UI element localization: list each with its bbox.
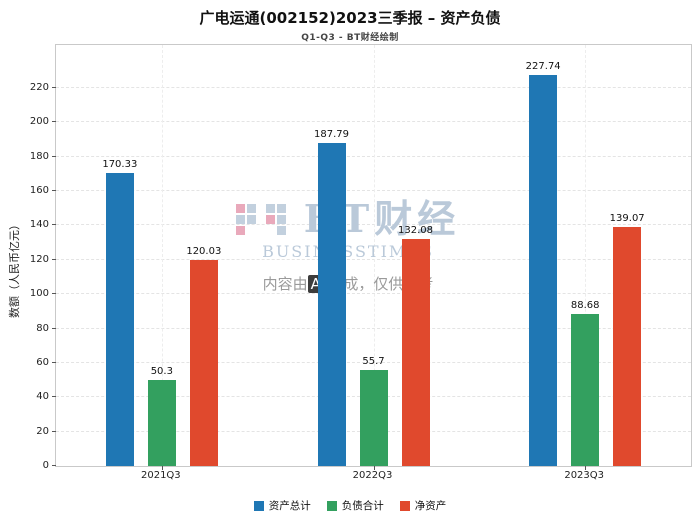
bar-value-label: 227.74 (525, 60, 561, 72)
legend-item: 资产总计 (253, 498, 311, 513)
y-tick-label: 120 (29, 253, 49, 265)
y-tick-label: 140 (29, 219, 49, 231)
legend-label: 负债合计 (341, 500, 384, 512)
legend-item: 负债合计 (326, 498, 384, 513)
y-tick-mark (52, 430, 56, 432)
y-tick-label: 60 (36, 356, 49, 368)
y-tick-label: 200 (29, 116, 49, 128)
legend-item: 净资产 (399, 498, 447, 513)
y-tick-mark (52, 396, 56, 398)
bar-负债合计: 55.7 (359, 356, 388, 466)
y-tick-mark (52, 155, 56, 157)
y-tick-label: 0 (42, 460, 49, 471)
bar-value-label: 120.03 (186, 245, 222, 257)
legend-label: 净资产 (414, 500, 447, 512)
y-tick-mark (52, 258, 56, 260)
y-tick-label: 40 (36, 391, 49, 403)
x-tick-label: 2023Q3 (564, 470, 605, 481)
bar-净资产: 139.07 (610, 213, 645, 466)
x-tick-mark (585, 466, 587, 470)
legend-label: 资产总计 (268, 500, 311, 512)
bar-负债合计: 50.3 (147, 366, 176, 466)
legend-swatch (326, 500, 337, 511)
y-tick-label: 80 (36, 322, 49, 334)
x-tick-label: 2022Q3 (352, 470, 393, 481)
bar-group: 187.79 55.7 132.08 (268, 45, 480, 466)
bar-资产总计: 227.74 (526, 61, 561, 466)
y-tick-mark (52, 190, 56, 192)
bar-资产总计: 170.33 (102, 159, 137, 466)
legend-swatch (399, 500, 410, 511)
chart-title: 广电运通(002152)2023三季报 – 资产负债 (199, 9, 501, 27)
y-axis-label: 数额（人民币亿元） (8, 219, 21, 318)
gridline-vertical (161, 45, 163, 466)
bar-value-label: 170.33 (102, 159, 138, 171)
y-tick-label: 20 (36, 425, 49, 437)
bar-value-label: 132.08 (398, 225, 433, 237)
bar-group: 170.33 50.3 120.03 (56, 45, 268, 466)
y-tick-label: 100 (29, 288, 49, 300)
y-tick-mark (52, 293, 56, 295)
y-tick-mark (52, 224, 56, 226)
gridline-vertical (585, 45, 587, 466)
y-tick-mark (52, 465, 56, 466)
y-tick-label: 180 (29, 150, 49, 162)
bar-value-label: 139.07 (609, 213, 645, 225)
y-tick-label: 160 (29, 185, 49, 197)
x-axis-tick-labels: 2021Q3 2022Q3 2023Q3 (55, 470, 690, 481)
bar-净资产: 120.03 (186, 246, 221, 466)
x-tick-mark (373, 466, 375, 470)
x-tick-mark (161, 466, 163, 470)
bar-净资产: 132.08 (398, 225, 433, 466)
legend: 资产总计 负债合计 净资产 (0, 498, 700, 513)
bar-groups: 170.33 50.3 120.03 187.79 55.7 132.08 227.74 88… (56, 45, 691, 466)
y-tick-mark (52, 86, 56, 88)
y-tick-label: 220 (29, 81, 49, 93)
y-tick-mark (52, 121, 56, 123)
bar-资产总计: 187.79 (314, 129, 349, 466)
gridline-vertical (373, 45, 375, 466)
bar-value-label: 50.3 (150, 365, 173, 377)
bar-负债合计: 88.68 (571, 300, 599, 466)
y-tick-mark (52, 327, 56, 329)
bar-group: 227.74 88.68 139.07 (479, 45, 691, 466)
chart-subtitle: Q1-Q3 - BT财经绘制 (301, 33, 399, 43)
bar-value-label: 187.79 (314, 129, 349, 141)
x-tick-label: 2021Q3 (140, 470, 181, 481)
bar-value-label: 55.7 (362, 356, 385, 368)
bar-value-label: 88.68 (570, 299, 600, 311)
y-tick-mark (52, 361, 56, 363)
legend-swatch (253, 500, 264, 511)
plot-area: 170.33 50.3 120.03 187.79 55.7 132.08 227.74 88… (30, 44, 692, 471)
